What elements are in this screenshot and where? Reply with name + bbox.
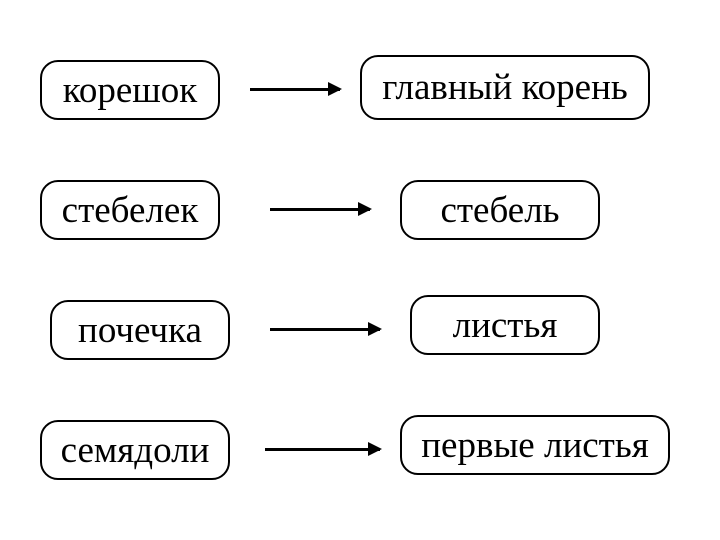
arrow-1: [250, 88, 340, 91]
node-listya: листья: [410, 295, 600, 355]
arrow-4: [265, 448, 380, 451]
node-semyadoli: семядоли: [40, 420, 230, 480]
arrow-3: [270, 328, 380, 331]
node-label: стебелек: [62, 189, 199, 232]
node-stebel: стебель: [400, 180, 600, 240]
node-label: семядоли: [61, 429, 210, 472]
node-label: корешок: [63, 69, 198, 112]
node-pochechka: почечка: [50, 300, 230, 360]
node-label: главный корень: [382, 66, 628, 109]
arrow-2: [270, 208, 370, 211]
node-pervye-listya: первые листья: [400, 415, 670, 475]
node-glavnyy-koren: главный корень: [360, 55, 650, 120]
node-label: стебель: [440, 189, 559, 232]
node-stebelek: стебелек: [40, 180, 220, 240]
node-koreshok: корешок: [40, 60, 220, 120]
node-label: почечка: [78, 309, 202, 352]
node-label: листья: [453, 304, 558, 347]
node-label: первые листья: [421, 424, 648, 467]
